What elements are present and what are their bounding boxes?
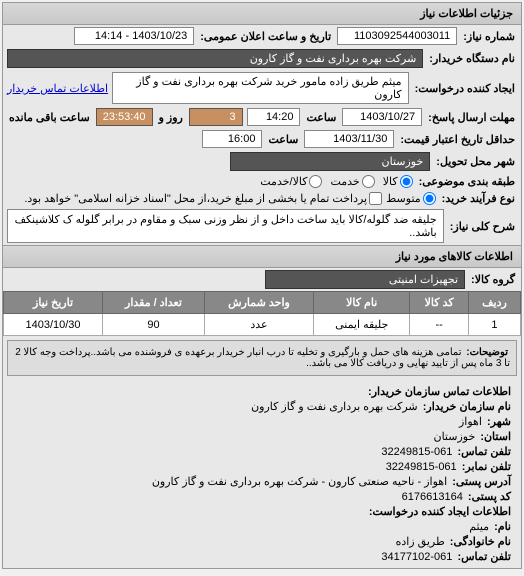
radio-kala[interactable]: کالا	[383, 175, 413, 188]
radio-process[interactable]: متوسط	[386, 192, 436, 205]
th-qty: تعداد / مقدار	[103, 292, 205, 314]
buyer-org-value: شرکت بهره برداری نفت و گاز کارون	[7, 49, 423, 68]
deadline-label: مهلت ارسال پاسخ:	[426, 111, 517, 124]
process-label: نوع فرآیند خرید:	[440, 192, 517, 205]
creator-label: ایجاد کننده درخواست:	[413, 82, 517, 95]
min-valid-time: 16:00	[202, 130, 262, 148]
check-pay-input[interactable]	[369, 192, 382, 205]
contact-panel: اطلاعات تماس سازمان خریدار: نام سازمان خ…	[3, 380, 521, 568]
deadline-time: 14:20	[247, 108, 301, 126]
radio-khedmat[interactable]: خدمت	[330, 175, 374, 188]
items-table: ردیف کد کالا نام کالا واحد شمارش تعداد /…	[3, 291, 521, 336]
radio-khedmat-label: خدمت	[330, 175, 359, 188]
th-code: کد کالا	[410, 292, 469, 314]
th-name: نام کالا	[314, 292, 410, 314]
c-lname: طریق زاده	[396, 536, 445, 548]
table-header-row: ردیف کد کالا نام کالا واحد شمارش تعداد /…	[4, 292, 521, 314]
min-valid-label: حداقل تاریخ اعتبار قیمت:	[398, 133, 517, 146]
announce-label: تاریخ و ساعت اعلان عمومی:	[198, 30, 333, 43]
c-fax-label: تلفن نمابر:	[460, 461, 513, 473]
min-valid-date: 1403/11/30	[304, 130, 394, 148]
notes-box: توضیحات: تمامی هزینه های حمل و بارگیری و…	[7, 340, 517, 376]
pay-note: پرداخت تمام یا بخشی از مبلغ خرید،از محل …	[24, 192, 367, 205]
creator-value: میثم طریق زاده مامور خرید شرکت بهره بردا…	[112, 72, 409, 104]
c-city-label: شهر:	[485, 416, 513, 428]
notes-text: تمامی هزینه های حمل و بارگیری و تخلیه تا…	[15, 347, 510, 369]
c-addr: اهواز - ناحیه صنعتی کارون - شرکت بهره بر…	[152, 476, 447, 488]
c-prov: خوزستان	[433, 431, 475, 443]
row-min-valid: حداقل تاریخ اعتبار قیمت: 1403/11/30 ساعت…	[3, 128, 521, 150]
row-deadline: مهلت ارسال پاسخ: 1403/10/27 ساعت 14:20 3…	[3, 106, 521, 128]
radio-process-input[interactable]	[423, 192, 436, 205]
c-city: اهواز	[459, 416, 482, 428]
c-addr-label: آدرس پستی:	[450, 476, 513, 488]
time-label-1: ساعت	[304, 111, 338, 124]
delivery-city-value: خوزستان	[230, 152, 430, 171]
remain-time: 23:53:40	[96, 108, 153, 126]
delivery-city-label: شهر محل تحویل:	[434, 155, 517, 168]
remain-label: ساعت باقی مانده	[7, 111, 92, 124]
th-date: تاریخ نیاز	[4, 292, 103, 314]
th-row: ردیف	[468, 292, 520, 314]
niaz-no-value: 1103092544003011	[337, 27, 457, 45]
announce-value: 1403/10/23 - 14:14	[74, 27, 194, 45]
c-name: میثم	[469, 521, 489, 533]
row-buyer-org: نام دستگاه خریدار: شرکت بهره برداری نفت …	[3, 47, 521, 70]
contact-title: اطلاعات تماس سازمان خریدار:	[366, 386, 513, 398]
panel-title: جزئیات اطلاعات نیاز	[3, 3, 521, 25]
days-left: 3	[189, 108, 243, 126]
row-process: نوع فرآیند خرید: متوسط پرداخت تمام یا بخ…	[3, 190, 521, 207]
row-group: گروه کالا: تجهیزات امنیتی	[3, 268, 521, 291]
time-label-2: ساعت	[266, 133, 300, 146]
desc-text: جلیقه ضد گلوله/کالا باید ساخت داخل و از …	[7, 209, 444, 243]
niaz-no-label: شماره نیاز:	[461, 30, 517, 43]
c-post: 6176613164	[402, 491, 463, 503]
radio-both-label: کالا/خدمت	[260, 175, 307, 188]
buyer-org-label: نام دستگاه خریدار:	[427, 52, 517, 65]
notes-label: توضیحات:	[464, 347, 510, 358]
th-unit: واحد شمارش	[204, 292, 313, 314]
td-date: 1403/10/30	[4, 314, 103, 336]
details-panel: جزئیات اطلاعات نیاز شماره نیاز: 11030925…	[2, 2, 522, 569]
td-row: 1	[468, 314, 520, 336]
days-label: روز و	[157, 111, 185, 124]
c-cphone-label: تلفن تماس:	[455, 551, 513, 563]
radio-both[interactable]: کالا/خدمت	[260, 175, 322, 188]
c-fax: 061-32249815	[386, 461, 457, 473]
row-desc: شرح کلی نیاز: جلیقه ضد گلوله/کالا باید س…	[3, 207, 521, 245]
c-lname-label: نام خانوادگی:	[448, 536, 513, 548]
table-row: 1 -- جلیقه ایمنی عدد 90 1403/10/30	[4, 314, 521, 336]
contact-link[interactable]: اطلاعات تماس خریدار	[7, 82, 108, 95]
row-delivery-city: شهر محل تحویل: خوزستان	[3, 150, 521, 173]
c-post-label: کد پستی:	[466, 491, 513, 503]
td-name: جلیقه ایمنی	[314, 314, 410, 336]
category-radio-group: کالا خدمت کالا/خدمت	[260, 175, 412, 188]
c-name-label: نام:	[492, 521, 513, 533]
row-category: طبقه بندی موضوعی: کالا خدمت کالا/خدمت	[3, 173, 521, 190]
radio-kala-label: کالا	[383, 175, 398, 188]
td-code: --	[410, 314, 469, 336]
row-creator: ایجاد کننده درخواست: میثم طریق زاده مامو…	[3, 70, 521, 106]
c-phone-label: تلفن تماس:	[455, 446, 513, 458]
group-label: گروه کالا:	[469, 273, 517, 286]
row-niaz-no: شماره نیاز: 1103092544003011 تاریخ و ساع…	[3, 25, 521, 47]
radio-process-label: متوسط	[386, 192, 421, 205]
td-unit: عدد	[204, 314, 313, 336]
category-label: طبقه بندی موضوعی:	[417, 175, 517, 188]
items-section-title: اطلاعات کالاهای مورد نیاز	[3, 245, 521, 268]
td-qty: 90	[103, 314, 205, 336]
radio-both-input[interactable]	[309, 175, 322, 188]
c-prov-label: استان:	[478, 431, 513, 443]
radio-kala-input[interactable]	[400, 175, 413, 188]
c-creator-title: اطلاعات ایجاد کننده درخواست:	[367, 506, 513, 518]
c-phone: 061-32249815	[381, 446, 452, 458]
group-value: تجهیزات امنیتی	[265, 270, 465, 289]
c-cphone: 061-34177102	[381, 551, 452, 563]
check-pay[interactable]: پرداخت تمام یا بخشی از مبلغ خرید،از محل …	[24, 192, 382, 205]
deadline-date: 1403/10/27	[342, 108, 422, 126]
c-org: شرکت بهره برداری نفت و گاز کارون	[251, 401, 418, 413]
radio-khedmat-input[interactable]	[362, 175, 375, 188]
c-org-label: نام سازمان خریدار:	[421, 401, 513, 413]
desc-label: شرح کلی نیاز:	[448, 220, 517, 233]
